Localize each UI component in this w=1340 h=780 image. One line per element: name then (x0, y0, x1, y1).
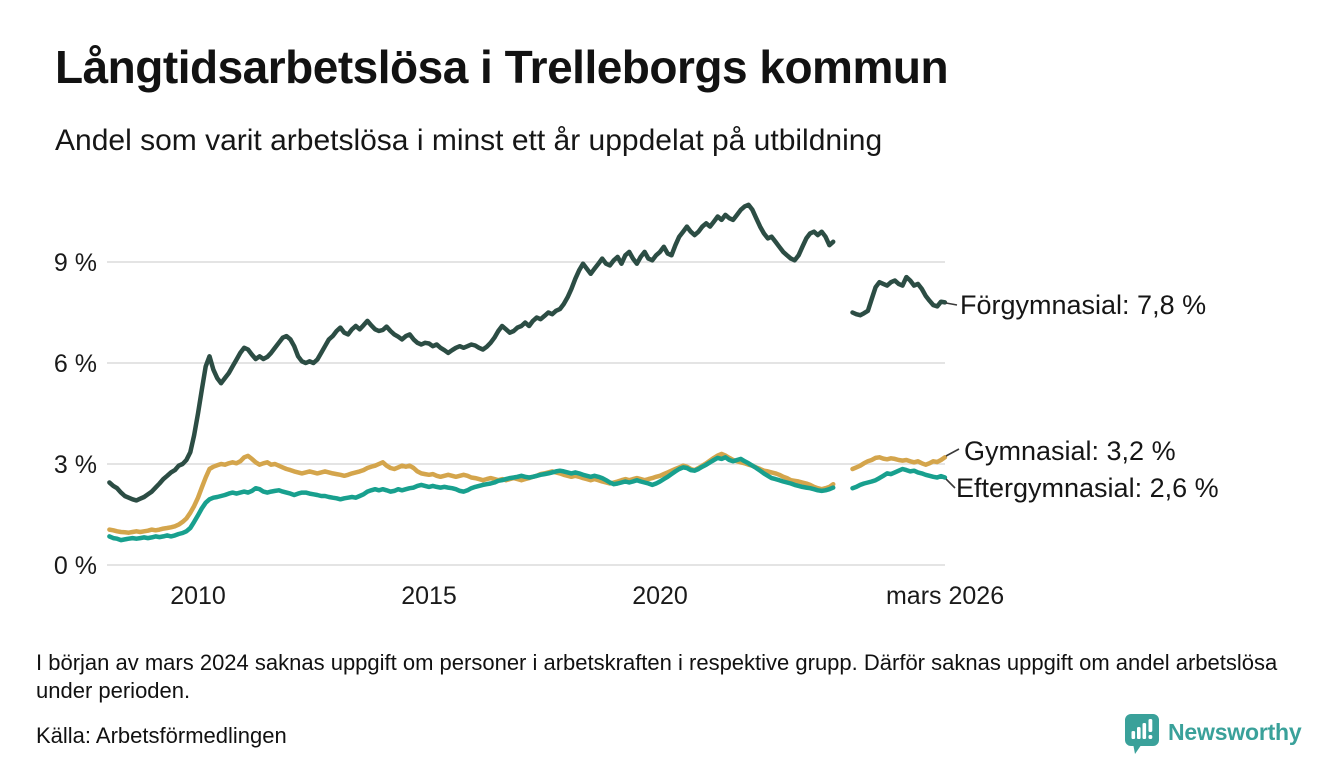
x-axis-tick-labels: 2010 2015 2020 mars 2026 (170, 582, 1004, 610)
footnote-text: I början av mars 2024 saknas uppgift om … (36, 650, 1278, 703)
x-tick-label-2010: 2010 (170, 582, 226, 610)
branding-name: Newsworthy (1168, 719, 1302, 745)
x-tick-label-2015: 2015 (401, 582, 457, 610)
y-tick-label-9: 9 % (54, 249, 97, 277)
y-axis-tick-labels: 0 % 3 % 6 % 9 % (54, 249, 97, 580)
series-line-eftergymnasial-1 (850, 466, 948, 491)
series-label-forgymnasial: Förgymnasial: 7,8 % (960, 290, 1207, 320)
series-label-gymnasial: Gymnasial: 3,2 % (964, 436, 1176, 466)
newsworthy-logo-icon (1124, 713, 1160, 760)
label-connectors (945, 302, 960, 489)
series-lines (107, 202, 948, 543)
series-line-forgymnasial-1 (850, 274, 948, 318)
label-connector-0 (945, 302, 958, 306)
label-connector-2 (945, 478, 956, 489)
y-gridlines (107, 260, 945, 566)
series-label-eftergymnasial: Eftergymnasial: 2,6 % (956, 473, 1219, 503)
series-line-eftergymnasial-0 (107, 455, 836, 543)
page-title: Långtidsarbetslösa i Trelleborgs kommun (55, 41, 949, 93)
label-connector-1 (945, 448, 960, 457)
series-line-gymnasial-0 (107, 451, 836, 535)
series-line-gymnasial-1 (850, 455, 948, 472)
series-line-forgymnasial-0 (107, 202, 836, 503)
y-tick-label-0: 0 % (54, 552, 97, 580)
y-tick-label-3: 3 % (54, 451, 97, 479)
source-text: Källa: Arbetsförmedlingen (36, 723, 287, 748)
x-tick-label-mars-2026: mars 2026 (886, 582, 1004, 610)
y-tick-label-6: 6 % (54, 350, 97, 378)
branding: Newsworthy (1124, 713, 1302, 755)
x-tick-label-2020: 2020 (632, 582, 688, 610)
page-subtitle: Andel som varit arbetslösa i minst ett å… (55, 124, 883, 157)
